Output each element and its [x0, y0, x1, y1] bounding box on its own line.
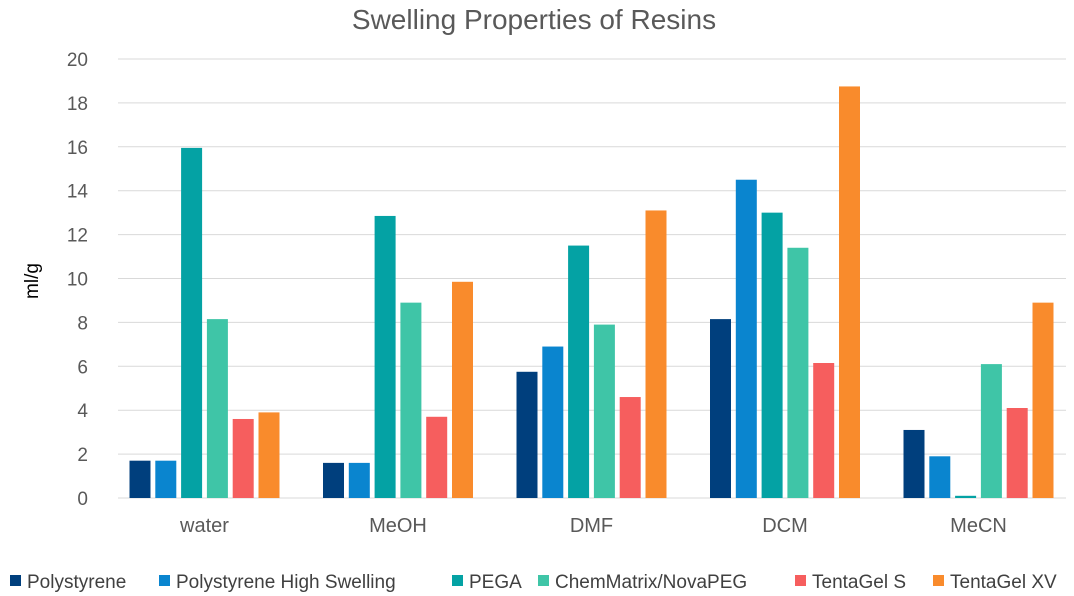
legend-label: ChemMatrix/NovaPEG	[555, 572, 747, 593]
bars	[129, 86, 1054, 498]
bar-polystyrene-high-swelling-water	[155, 460, 177, 498]
x-category-label: DCM	[762, 515, 808, 537]
legend-swatch	[10, 575, 21, 586]
legend-swatch	[795, 575, 806, 586]
bar-polystyrene-high-swelling-mecn	[929, 456, 951, 498]
y-tick-label: 2	[77, 445, 88, 466]
bar-pega-mecn	[955, 495, 977, 498]
legend-swatch	[159, 575, 170, 586]
legend: Polystyrene Polystyrene High Swelling PEGA…	[10, 572, 1057, 593]
bar-chemmatrix-novapeg-meoh	[400, 302, 422, 498]
y-tick-label: 8	[77, 313, 88, 334]
bar-chemmatrix-novapeg-mecn	[980, 364, 1002, 498]
bar-tentagel-s-water	[232, 418, 254, 498]
y-tick-label: 4	[77, 401, 88, 422]
bar-pega-meoh	[374, 215, 396, 498]
y-tick-label: 14	[67, 182, 89, 203]
y-tick-label: 6	[77, 357, 88, 378]
x-category-label: MeCN	[950, 515, 1007, 537]
legend-swatch	[538, 575, 549, 586]
y-tick-label: 16	[67, 138, 88, 159]
bar-polystyrene-meoh	[323, 462, 344, 498]
bar-polystyrene-high-swelling-dcm	[735, 179, 757, 498]
bar-tentagel-s-dcm	[813, 363, 835, 498]
bar-chemmatrix-novapeg-dcm	[787, 247, 809, 498]
bar-polystyrene-dcm	[710, 319, 731, 498]
bar-pega-water	[181, 147, 203, 498]
legend-label: TentaGel XV	[950, 572, 1057, 593]
bar-polystyrene-high-swelling-meoh	[348, 462, 370, 498]
y-tick-label: 18	[67, 94, 88, 115]
legend-label: Polystyrene	[27, 572, 126, 593]
bar-tentagel-s-mecn	[1006, 408, 1028, 498]
legend-swatch	[933, 575, 944, 586]
bar-tentagel-s-dmf	[619, 397, 641, 498]
y-axis-ticks: 0 2 4 6 8 10 12 14 16 18 20	[67, 50, 89, 510]
x-category-label: water	[179, 515, 229, 537]
bar-tentagel-s-meoh	[426, 416, 448, 498]
x-axis-categories: water MeOH DMF DCM MeCN	[179, 515, 1007, 537]
bar-tentagel-xv-meoh	[452, 281, 473, 498]
bar-polystyrene-dmf	[516, 371, 538, 498]
bar-pega-dmf	[568, 245, 590, 498]
legend-label: Polystyrene High Swelling	[176, 572, 396, 593]
bar-polystyrene-high-swelling-dmf	[542, 346, 564, 498]
legend-label: PEGA	[469, 572, 522, 593]
x-category-label: MeOH	[369, 515, 427, 537]
bar-tentagel-xv-dcm	[839, 86, 860, 498]
bar-tentagel-xv-mecn	[1032, 302, 1054, 498]
y-axis-title: ml/g	[22, 263, 43, 299]
y-tick-label: 20	[67, 50, 88, 71]
legend-swatch	[452, 575, 463, 586]
bar-chemmatrix-novapeg-dmf	[593, 324, 615, 498]
bar-polystyrene-water	[129, 460, 151, 498]
bar-pega-dcm	[761, 212, 783, 498]
y-tick-label: 0	[77, 489, 88, 510]
x-category-label: DMF	[570, 515, 613, 537]
y-tick-label: 10	[67, 270, 88, 291]
legend-label: TentaGel S	[812, 572, 906, 593]
bar-tentagel-xv-dmf	[645, 210, 667, 498]
y-tick-label: 12	[67, 226, 88, 247]
bar-tentagel-xv-water	[258, 412, 280, 498]
bar-polystyrene-mecn	[903, 429, 925, 498]
chart-title: Swelling Properties of Resins	[352, 4, 716, 35]
bar-chemmatrix-novapeg-water	[206, 319, 228, 498]
